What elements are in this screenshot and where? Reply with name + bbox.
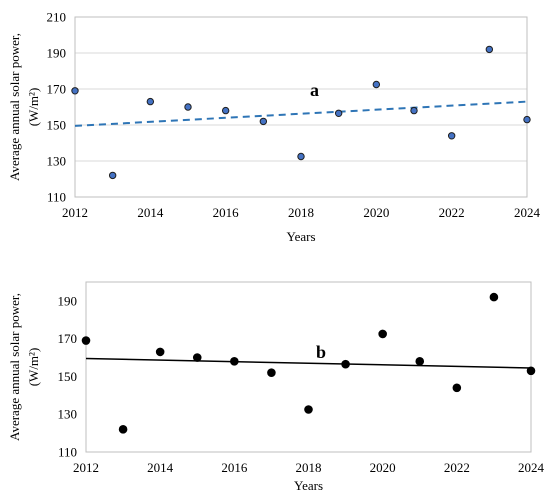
data-point-2024 <box>523 115 531 124</box>
y-tick-label-130: 130 <box>47 154 67 169</box>
y-tick-labels: 110 130 150 170 190 <box>58 293 78 459</box>
data-point-2019 <box>341 359 350 369</box>
x-tick-label-2022: 2022 <box>444 460 470 475</box>
data-point-2018 <box>304 405 313 414</box>
y-axis-title: Average annual solar power, (W/m²) <box>7 293 41 441</box>
y-tick-labels: 110 130 150 170 190 210 <box>47 10 67 205</box>
data-point-2016 <box>221 106 230 115</box>
data-point-2013 <box>108 171 117 180</box>
x-axis-title: Years <box>294 478 323 493</box>
data-point-2018 <box>297 152 305 161</box>
data-point-2012 <box>81 336 91 345</box>
x-axis-title: Years <box>286 229 315 244</box>
trendline <box>74 100 528 127</box>
data-point-2022 <box>447 132 456 140</box>
x-tick-label-2018: 2018 <box>296 460 322 475</box>
data-point-2015 <box>192 353 202 362</box>
x-tick-labels: 2012 2014 2016 2018 2020 2022 2024 <box>73 460 545 475</box>
data-point-2015 <box>184 103 192 111</box>
data-point-2017 <box>259 117 268 126</box>
data-point-2019 <box>334 109 343 118</box>
y-tick-label-150: 150 <box>58 369 78 384</box>
data-point-2014 <box>155 347 165 357</box>
x-tick-label-2012: 2012 <box>62 205 88 220</box>
data-point-2021 <box>410 106 418 115</box>
x-tick-label-2018: 2018 <box>288 205 314 220</box>
y-axis-title-line1: Average annual solar power, <box>7 293 22 441</box>
data-point-2012 <box>71 87 79 95</box>
x-tick-label-2012: 2012 <box>73 460 99 475</box>
x-tick-label-2020: 2020 <box>363 205 389 220</box>
data-point-2016 <box>230 357 239 366</box>
data-point-2013 <box>118 425 128 434</box>
data-point-2017 <box>267 368 276 377</box>
y-axis-title: Average annual solar power, (W/m²) <box>7 33 41 181</box>
y-tick-label-110: 110 <box>58 445 77 460</box>
panel-label-b: b <box>316 342 326 362</box>
y-tick-label-170: 170 <box>58 331 78 346</box>
data-point-2023 <box>489 292 499 302</box>
y-tick-label-130: 130 <box>58 407 78 422</box>
y-axis-title-line1: Average annual solar power, <box>7 33 22 181</box>
y-tick-label-110: 110 <box>47 190 66 205</box>
x-tick-label-2014: 2014 <box>137 205 164 220</box>
x-tick-label-2016: 2016 <box>221 460 248 475</box>
data-points <box>81 292 536 434</box>
chart-panel-b: 110 130 150 170 190 2012 2014 2016 2018 2020 2022… <box>7 281 545 493</box>
data-points <box>71 45 531 180</box>
x-tick-label-2020: 2020 <box>370 460 396 475</box>
y-axis-title-line2: (W/m²) <box>26 88 41 127</box>
trendline <box>85 357 532 369</box>
y-tick-label-190: 190 <box>47 46 67 61</box>
y-tick-label-170: 170 <box>47 82 67 97</box>
data-point-2021 <box>415 357 425 366</box>
y-axis-title-line2: (W/m²) <box>26 348 41 387</box>
panel-label-a: a <box>310 80 319 100</box>
data-point-2014 <box>146 97 155 106</box>
x-tick-label-2014: 2014 <box>147 460 174 475</box>
data-point-2022 <box>452 383 462 393</box>
gridlines <box>75 16 527 198</box>
data-point-2020 <box>372 80 381 89</box>
y-tick-label-150: 150 <box>47 118 67 133</box>
x-tick-labels: 2012 2014 2016 2018 2020 2022 2024 <box>62 205 541 220</box>
x-tick-label-2024: 2024 <box>518 460 545 475</box>
y-tick-label-210: 210 <box>47 10 67 25</box>
data-point-2024 <box>526 366 536 376</box>
data-point-2020 <box>378 329 387 339</box>
x-tick-label-2016: 2016 <box>213 205 240 220</box>
x-tick-label-2022: 2022 <box>439 205 465 220</box>
x-tick-label-2024: 2024 <box>514 205 541 220</box>
plot-frame <box>74 16 528 198</box>
data-point-2023 <box>485 45 494 54</box>
y-tick-label-190: 190 <box>58 293 78 308</box>
